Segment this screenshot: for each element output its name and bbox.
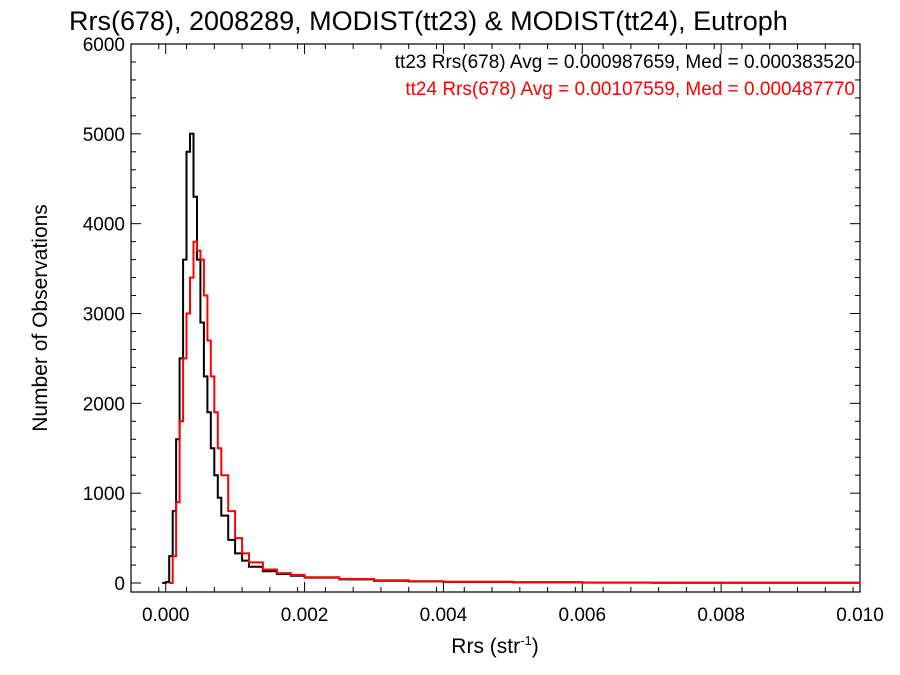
x-tick-label: 0.010: [836, 605, 884, 626]
y-tick-label: 6000: [83, 35, 125, 56]
chart-title: Rrs(678), 2008289, MODIST(tt23) & MODIST…: [69, 6, 788, 36]
y-tick-label: 2000: [83, 394, 125, 415]
y-tick-label: 5000: [83, 125, 125, 146]
y-tick-label: 0: [114, 574, 125, 595]
y-tick-label: 4000: [83, 215, 125, 236]
x-tick-label: 0.008: [697, 605, 745, 626]
y-tick-labels: 0 1000 2000 3000 4000 5000 6000: [83, 35, 125, 595]
x-axis-title-main: Rrs (str: [451, 635, 520, 658]
y-axis-title: Number of Observations: [29, 204, 52, 432]
x-tick-label: 0.000: [142, 605, 190, 626]
x-tick-label: 0.004: [420, 605, 468, 626]
x-tick-label: 0.006: [559, 605, 607, 626]
x-tick-label: 0.002: [281, 605, 329, 626]
x-tick-labels: 0.000 0.002 0.004 0.006 0.008 0.010: [142, 605, 884, 626]
x-axis-title-suffix: ): [532, 635, 539, 658]
series-layer: [162, 132, 860, 584]
axis-ticks: [130, 43, 861, 592]
legend-entry-tt23: tt23 Rrs(678) Avg = 0.000987659, Med = 0…: [395, 52, 855, 73]
y-tick-label: 1000: [83, 484, 125, 505]
legend-entry-tt24: tt24 Rrs(678) Avg = 0.00107559, Med = 0.…: [405, 79, 855, 100]
x-axis-title: Rrs (str-1): [451, 633, 538, 658]
y-tick-label: 3000: [83, 305, 125, 326]
x-axis-title-superscript: -1: [520, 633, 532, 648]
plot-frame: [130, 43, 861, 593]
series-line-tt23: [162, 132, 860, 584]
series-line-tt24: [169, 240, 860, 584]
